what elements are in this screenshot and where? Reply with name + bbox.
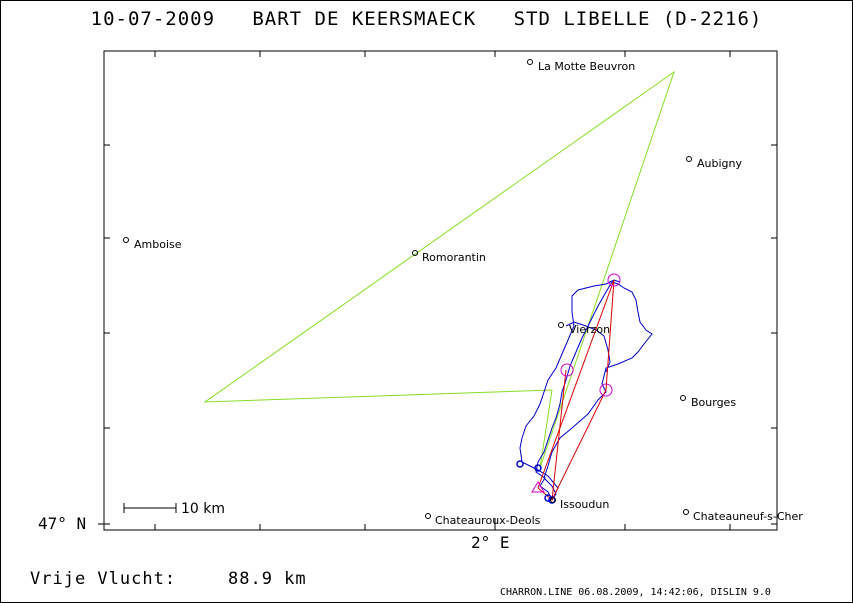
left-ticks: [98, 144, 110, 525]
turnpoint-3-marker: [599, 383, 613, 397]
pilot-name: BART DE KEERSMAECK: [252, 8, 477, 30]
town-labels: La Motte Beuvron Aubigny Amboise Romoran…: [134, 60, 803, 527]
town-label-issoudun: Issoudun: [560, 498, 609, 511]
town-label-bourges: Bourges: [691, 396, 736, 409]
town-label-aubigny: Aubigny: [697, 157, 742, 170]
town-markers: [123, 59, 692, 519]
town-label-chateauroux: Chateauroux-Deols: [435, 514, 541, 527]
turnpoint-1-marker: [607, 273, 621, 287]
town-marker-la-motte-beuvron: [527, 59, 533, 65]
town-marker-chateauroux: [425, 513, 431, 519]
town-marker-issoudun: [550, 497, 556, 503]
town-marker-aubigny: [686, 156, 692, 162]
town-marker-amboise: [123, 237, 129, 243]
turnpoint-2-marker: [560, 363, 574, 377]
longitude-label: 2° E: [471, 533, 510, 552]
town-marker-vierzon: [558, 322, 564, 328]
latitude-label: 47° N: [38, 514, 87, 533]
footer-info: CHARRON.LINE 06.08.2009, 14:42:06, DISLI…: [500, 587, 771, 598]
scale-bar: [123, 503, 177, 513]
declared-task-line: [203, 70, 675, 469]
distance-value: 88.9 km: [228, 569, 307, 589]
map-border: [103, 50, 778, 531]
flight-date: 10-07-2009: [90, 8, 216, 30]
flight-track: [519, 279, 653, 501]
town-marker-romorantin: [412, 250, 418, 256]
town-label-vierzon: Vierzon: [569, 323, 610, 336]
town-label-romorantin: Romorantin: [422, 251, 486, 264]
town-label-chateauneuf: Chateauneuf-s-Cher: [693, 510, 803, 523]
distance-label: Vrije Vlucht:: [30, 569, 177, 589]
right-ticks: [771, 144, 777, 525]
top-ticks: [154, 51, 731, 57]
town-label-la-motte-beuvron: La Motte Beuvron: [538, 60, 635, 73]
bottom-ticks: [154, 518, 731, 530]
start-triangle-marker: [531, 481, 545, 493]
scored-route-leg: [551, 369, 567, 501]
town-marker-bourges: [680, 395, 686, 401]
town-marker-chateauneuf: [683, 509, 689, 515]
page-title: 10-07-2009 BART DE KEERSMAECK STD LIBELL…: [0, 8, 853, 30]
town-label-amboise: Amboise: [134, 238, 182, 251]
glider-name: STD LIBELLE (D-2216): [513, 8, 763, 30]
thermal-markers: [516, 460, 556, 504]
flight-track-loop: [565, 321, 611, 373]
turnpoint-markers: [531, 273, 621, 493]
scale-bar-label: 10 km: [181, 501, 225, 517]
scored-route-line: [537, 279, 615, 501]
